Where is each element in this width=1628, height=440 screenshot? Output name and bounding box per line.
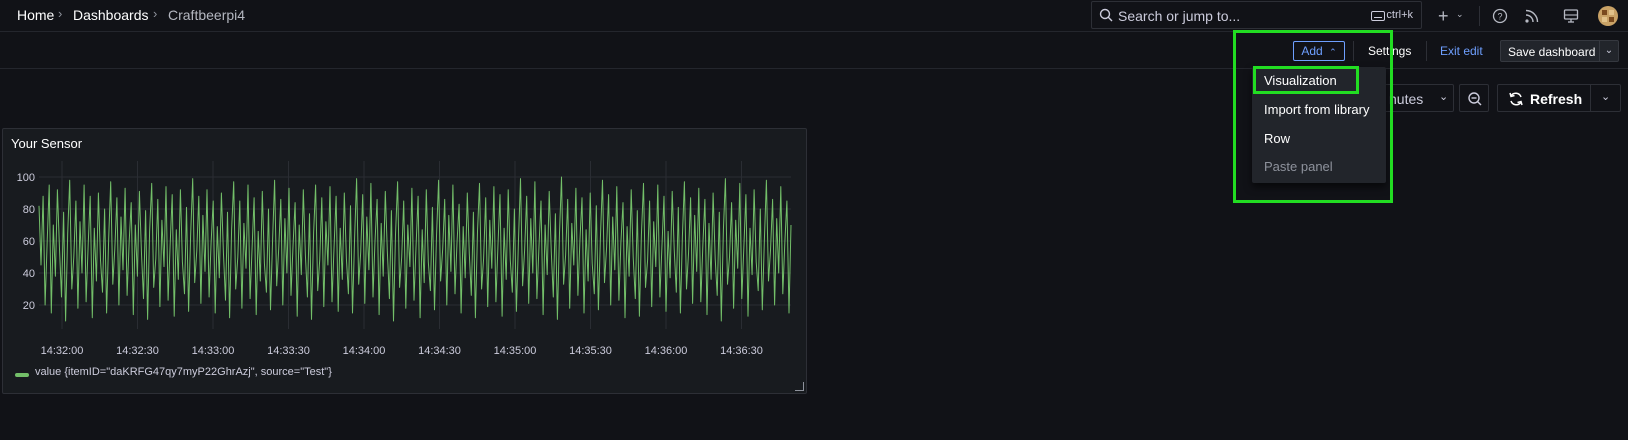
series-line — [38, 176, 792, 322]
monitor-icon[interactable] — [1563, 8, 1579, 24]
save-dashboard-button[interactable]: Save dashboard ⌄ — [1500, 40, 1619, 62]
divider — [1479, 6, 1480, 26]
search-input[interactable]: Search or jump to... ctrl+k — [1091, 1, 1422, 29]
y-tick-label: 80 — [23, 204, 35, 216]
chevron-up-icon: ⌃ — [1329, 47, 1337, 57]
chevron-down-icon: ⌄ — [1439, 91, 1449, 103]
breadcrumb-dashboards[interactable]: Dashboards — [73, 7, 149, 23]
chevron-down-icon[interactable]: ⌄ — [1601, 91, 1611, 103]
refresh-icon — [1509, 92, 1523, 106]
zoom-out-button[interactable] — [1459, 84, 1489, 112]
x-tick-label: 14:32:30 — [116, 345, 159, 357]
x-tick-label: 14:33:30 — [267, 345, 310, 357]
breadcrumb-current: Craftbeerpi4 — [168, 7, 246, 23]
x-tick-label: 14:35:30 — [569, 345, 612, 357]
y-tick-label: 60 — [23, 236, 35, 248]
x-tick-label: 14:34:30 — [418, 345, 461, 357]
refresh-label: Refresh — [1530, 91, 1583, 107]
save-dashboard-label: Save dashboard — [1508, 45, 1596, 59]
rss-icon[interactable] — [1524, 8, 1540, 24]
breadcrumb-separator-icon: › — [153, 6, 158, 21]
add-button-label: Add — [1301, 44, 1323, 58]
search-icon — [1099, 8, 1113, 22]
search-placeholder: Search or jump to... — [1118, 8, 1241, 24]
y-tick-label: 100 — [17, 172, 35, 184]
avatar[interactable] — [1597, 5, 1619, 27]
panel-your-sensor[interactable]: Your Sensor 100 80 60 40 20 14:32:00 14:32:30 1… — [2, 128, 807, 394]
keyboard-icon — [1371, 11, 1385, 21]
y-tick-label: 40 — [23, 268, 35, 280]
x-tick-label: 14:32:00 — [41, 345, 84, 357]
chevron-down-icon[interactable]: ⌄ — [1599, 41, 1618, 61]
chevron-down-icon[interactable]: ⌄ — [1456, 9, 1464, 19]
y-tick-label: 20 — [23, 300, 35, 312]
search-shortcut: ctrl+k — [1386, 9, 1413, 21]
highlight-box — [1253, 66, 1359, 94]
top-nav-bar: Home › Dashboards › Craftbeerpi4 Search … — [0, 0, 1628, 32]
add-menu: Visualization Import from library Row Pa… — [1252, 67, 1386, 183]
divider — [1590, 85, 1591, 111]
settings-button[interactable]: Settings — [1368, 44, 1412, 58]
add-button[interactable]: Add ⌃ — [1293, 41, 1345, 61]
divider — [1353, 41, 1354, 61]
svg-text:?: ? — [1497, 12, 1502, 22]
highlight-box — [1233, 30, 1393, 203]
x-tick-label: 14:34:00 — [343, 345, 386, 357]
menu-item-visualization[interactable]: Visualization — [1264, 73, 1337, 88]
plus-icon[interactable]: + — [1438, 6, 1449, 26]
x-tick-label: 14:35:00 — [494, 345, 537, 357]
panel-title: Your Sensor — [11, 136, 83, 151]
x-tick-label: 14:36:30 — [720, 345, 763, 357]
divider — [1426, 41, 1427, 61]
edit-toolbar — [0, 33, 1628, 69]
breadcrumb-separator-icon: › — [58, 6, 63, 21]
exit-edit-button[interactable]: Exit edit — [1440, 44, 1483, 58]
menu-item-row[interactable]: Row — [1264, 131, 1291, 146]
menu-item-import-from-library[interactable]: Import from library — [1264, 102, 1370, 117]
legend-color-swatch — [15, 373, 29, 377]
x-tick-label: 14:33:00 — [192, 345, 235, 357]
zoom-out-icon — [1468, 92, 1482, 106]
time-range-label: nutes — [1389, 91, 1424, 107]
menu-item-paste-panel: Paste panel — [1264, 159, 1333, 174]
chart-area: 100 80 60 40 20 14:32:00 14:32:30 14:33:00 14:33… — [17, 161, 792, 357]
resize-handle-icon[interactable] — [795, 382, 804, 391]
x-tick-label: 14:36:00 — [645, 345, 688, 357]
help-icon[interactable]: ? — [1492, 8, 1508, 24]
breadcrumb-home[interactable]: Home — [17, 7, 55, 23]
legend-label[interactable]: value {itemID="daKRFG47qy7myP22GhrAzj", … — [35, 366, 332, 378]
refresh-button[interactable]: Refresh ⌄ — [1497, 84, 1621, 112]
